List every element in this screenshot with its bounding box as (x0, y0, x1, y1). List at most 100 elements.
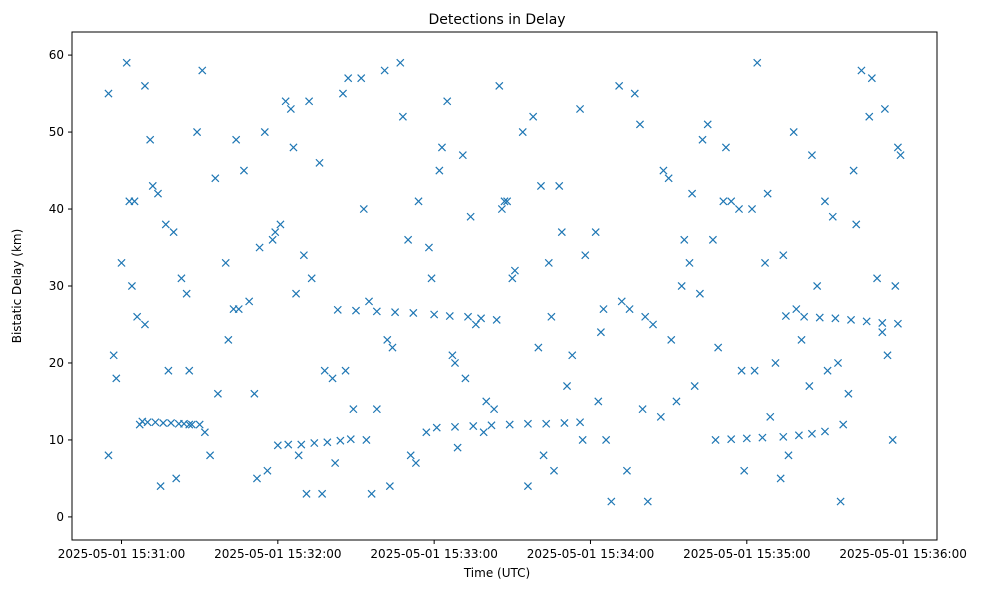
data-point (213, 389, 222, 398)
data-point (831, 314, 840, 323)
data-point (153, 189, 163, 198)
data-point (638, 405, 647, 414)
data-point (576, 104, 585, 113)
x-tick-label: 2025-05-01 15:36:00 (839, 547, 966, 561)
data-point (641, 312, 650, 321)
data-point (857, 66, 866, 75)
data-point (776, 474, 785, 483)
data-point (742, 434, 751, 443)
data-point (888, 435, 897, 444)
data-point (372, 307, 381, 316)
data-point (198, 66, 207, 75)
data-point (487, 421, 496, 430)
data-point (500, 197, 509, 206)
data-point (849, 166, 858, 175)
data-point (807, 429, 816, 438)
data-point (109, 351, 118, 360)
data-point (338, 89, 347, 98)
data-point (867, 74, 876, 83)
data-point (536, 181, 546, 190)
data-point (372, 405, 381, 414)
data-point (591, 228, 600, 237)
data-point (359, 205, 368, 214)
data-point (815, 313, 824, 322)
data-point (576, 418, 585, 427)
data-point (432, 423, 441, 432)
y-tick-label: 0 (56, 510, 64, 524)
data-point (518, 128, 527, 137)
data-point (229, 305, 238, 314)
data-point (763, 189, 772, 198)
data-point (232, 135, 241, 144)
data-point (143, 418, 152, 427)
data-point (893, 319, 902, 328)
data-point (844, 389, 853, 398)
data-point (615, 81, 624, 90)
data-point (688, 189, 697, 198)
data-point (873, 274, 882, 283)
data-point (878, 328, 887, 337)
data-point (364, 297, 374, 306)
data-point (740, 466, 749, 475)
data-point (896, 151, 905, 160)
data-point (523, 419, 532, 428)
data-point (680, 235, 689, 244)
data-point (495, 81, 504, 90)
data-point (346, 435, 355, 444)
x-axis: 2025-05-01 15:31:00 2025-05-01 15:32:00 20… (58, 540, 967, 561)
data-point (156, 482, 165, 491)
data-point (695, 289, 704, 298)
data-point (547, 312, 556, 321)
data-point (466, 212, 475, 221)
data-point (807, 151, 816, 160)
data-point (727, 435, 736, 444)
data-point (594, 397, 603, 406)
data-point (302, 489, 311, 498)
data-point (820, 197, 829, 206)
data-point (125, 197, 134, 206)
data-point (471, 320, 480, 329)
data-point (187, 420, 196, 429)
x-tick-label: 2025-05-01 15:32:00 (214, 547, 341, 561)
data-point (672, 397, 681, 406)
data-point (479, 428, 488, 437)
data-point (800, 312, 809, 321)
data-point (182, 289, 191, 298)
data-point (127, 281, 136, 291)
data-point (200, 428, 209, 437)
data-point (753, 58, 762, 67)
data-point (599, 305, 608, 314)
data-point (656, 412, 665, 421)
data-point (286, 104, 295, 113)
data-point (846, 315, 856, 324)
data-point (880, 104, 889, 113)
data-point (761, 258, 770, 267)
data-point (581, 251, 590, 260)
data-point (630, 89, 639, 98)
data-point (448, 351, 457, 360)
data-point (727, 197, 736, 206)
data-point (404, 235, 413, 244)
data-point (437, 143, 446, 152)
data-point (458, 151, 467, 160)
data-point (140, 81, 149, 90)
data-point (453, 443, 462, 452)
data-point (292, 289, 301, 298)
data-point (568, 351, 577, 360)
data-point (523, 482, 532, 491)
data-point (852, 220, 861, 229)
data-point (206, 451, 215, 460)
data-point (607, 497, 616, 506)
data-point (177, 274, 186, 283)
data-point (385, 482, 394, 491)
data-point (151, 418, 160, 427)
data-point (367, 489, 376, 498)
data-point (828, 212, 837, 221)
data-point (714, 343, 723, 352)
data-point (409, 308, 418, 317)
data-point (414, 197, 423, 206)
y-axis: 0 10 20 30 40 50 60 (49, 48, 72, 524)
data-point (505, 420, 514, 429)
data-point (263, 466, 272, 475)
